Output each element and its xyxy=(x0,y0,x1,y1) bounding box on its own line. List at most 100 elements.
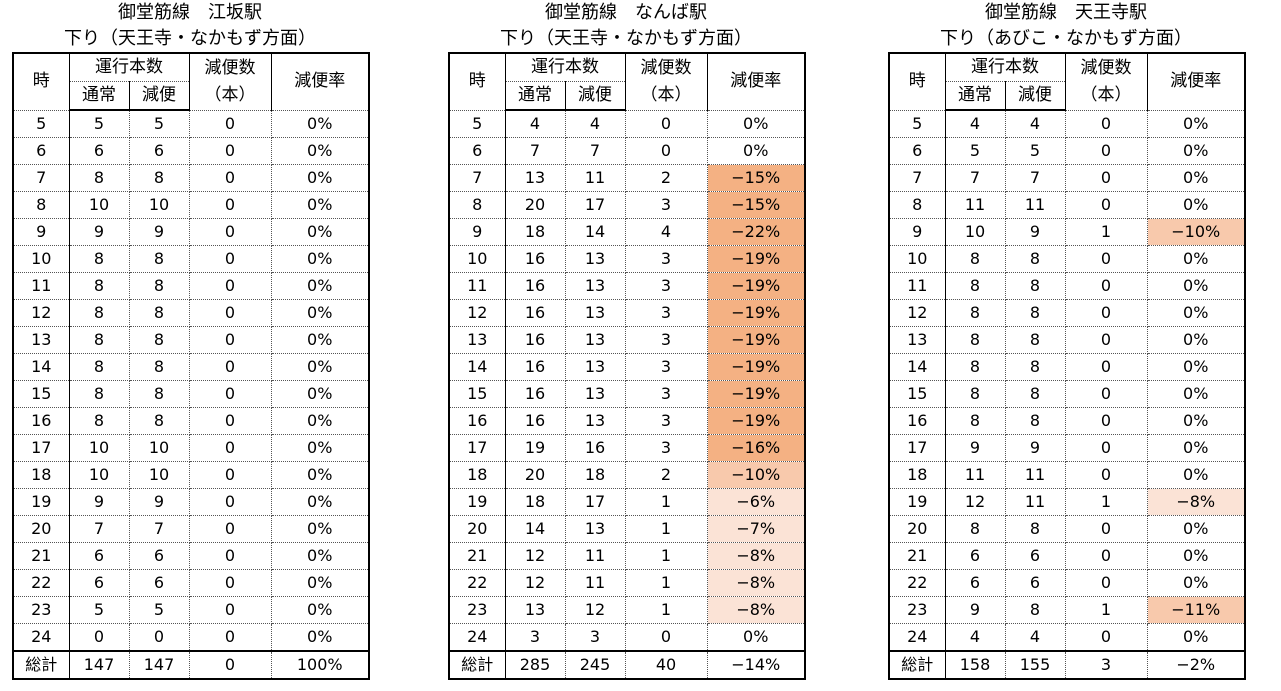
reduced-cell: 18 xyxy=(564,461,626,489)
total-row: 総計 147 147 0 100% xyxy=(12,650,370,680)
reduced-cell: 11 xyxy=(564,542,626,570)
table-row: 8 10 10 0 0% xyxy=(12,191,370,219)
reduced-cell: 16 xyxy=(564,434,626,462)
normal-cell: 8 xyxy=(68,164,130,192)
normal-cell: 6 xyxy=(68,137,130,165)
cut-rate-cell: 0% xyxy=(270,461,370,489)
reduced-cell: 13 xyxy=(564,353,626,381)
reduced-cell: 4 xyxy=(1004,109,1066,138)
hour-cell: 15 xyxy=(888,380,946,408)
normal-cell: 5 xyxy=(944,137,1006,165)
schedule-table: 時運行本数 減便数 （本） 減便率 通常 減便 5 4 4 0 0% 6 5 5 0 0% 7 7 7 0 0% 8 11 1… xyxy=(888,52,1246,680)
cut-rate-cell: 0% xyxy=(270,569,370,597)
hour-cell: 22 xyxy=(448,569,506,597)
normal-cell: 5 xyxy=(68,596,130,624)
reduced-header: 減便 xyxy=(1004,81,1066,111)
reduced-cell: 7 xyxy=(128,515,190,543)
cut-rate-cell: 0% xyxy=(270,380,370,408)
reduced-cell: 5 xyxy=(1004,137,1066,165)
normal-cell: 0 xyxy=(68,623,130,652)
cut-rate-cell: −8% xyxy=(1146,488,1246,516)
cut-count-cell: 4 xyxy=(624,218,708,246)
cut-rate-cell: 0% xyxy=(270,407,370,435)
hour-cell: 11 xyxy=(12,272,70,300)
reduced-cell: 8 xyxy=(128,353,190,381)
table-row: 12 16 13 3 −19% xyxy=(448,299,806,327)
hour-cell: 5 xyxy=(888,109,946,138)
reduced-cell: 6 xyxy=(1004,569,1066,597)
table-row: 14 8 8 0 0% xyxy=(888,353,1246,381)
cut-count-cell: 0 xyxy=(624,623,708,652)
normal-cell: 8 xyxy=(944,272,1006,300)
cut-rate-cell: −8% xyxy=(706,596,806,624)
hour-cell: 18 xyxy=(888,461,946,489)
total-row: 総計 285 245 40 −14% xyxy=(448,650,806,680)
table-row: 14 16 13 3 −19% xyxy=(448,353,806,381)
cut-rate-cell: 0% xyxy=(1146,407,1246,435)
hour-cell: 13 xyxy=(888,326,946,354)
hour-cell: 17 xyxy=(888,434,946,462)
normal-cell: 16 xyxy=(504,353,566,381)
total-label: 総計 xyxy=(12,650,70,680)
reduced-cell: 8 xyxy=(128,245,190,273)
cut-rate-cell: 0% xyxy=(1146,164,1246,192)
normal-cell: 6 xyxy=(944,569,1006,597)
reduced-cell: 8 xyxy=(1004,299,1066,327)
cut-rate-cell: −7% xyxy=(706,515,806,543)
hour-cell: 11 xyxy=(888,272,946,300)
reduced-cell: 6 xyxy=(128,569,190,597)
cut-count-cell: 0 xyxy=(1064,299,1148,327)
direction-title: 下り（天王寺・なかもず方面） xyxy=(500,28,752,49)
reduced-cell: 8 xyxy=(1004,596,1066,624)
normal-cell: 8 xyxy=(944,326,1006,354)
reduced-cell: 8 xyxy=(1004,407,1066,435)
cut-rate-cell: −15% xyxy=(706,164,806,192)
service-header: 運行本数 xyxy=(68,52,190,82)
cut-rate-cell: −19% xyxy=(706,326,806,354)
normal-cell: 16 xyxy=(504,380,566,408)
cut-count-cell: 1 xyxy=(1064,488,1148,516)
cut-count-cell: 2 xyxy=(624,164,708,192)
normal-cell: 18 xyxy=(504,488,566,516)
normal-cell: 13 xyxy=(504,596,566,624)
reduced-cell: 13 xyxy=(564,245,626,273)
cut-count-cell: 0 xyxy=(188,488,272,516)
cut-rate-header: 減便率 xyxy=(1146,52,1246,111)
hour-cell: 14 xyxy=(888,353,946,381)
reduced-cell: 5 xyxy=(128,596,190,624)
schedule-table: 時運行本数 減便数 （本） 減便率 通常 減便 5 5 5 0 0% 6 6 6 0 0% 7 8 8 0 0% 8 10 1… xyxy=(12,52,370,680)
reduced-cell: 6 xyxy=(1004,542,1066,570)
cut-count-cell: 3 xyxy=(624,407,708,435)
cut-rate-cell: 0% xyxy=(270,191,370,219)
cut-rate-cell: 0% xyxy=(270,434,370,462)
reduced-cell: 8 xyxy=(1004,326,1066,354)
cut-count-cell: 3 xyxy=(624,380,708,408)
table-row: 24 4 4 0 0% xyxy=(888,623,1246,652)
table-row: 22 12 11 1 −8% xyxy=(448,569,806,597)
table-row: 9 18 14 4 −22% xyxy=(448,218,806,246)
cut-count-header: 減便数 （本） xyxy=(1064,52,1148,111)
cut-count-cell: 1 xyxy=(1064,596,1148,624)
reduced-cell: 9 xyxy=(1004,218,1066,246)
total-cut-rate: −2% xyxy=(1146,650,1246,680)
normal-cell: 20 xyxy=(504,461,566,489)
cut-rate-cell: 0% xyxy=(1146,137,1246,165)
total-normal: 285 xyxy=(504,650,566,680)
hour-cell: 24 xyxy=(12,623,70,652)
hour-cell: 18 xyxy=(12,461,70,489)
cut-count-cell: 0 xyxy=(188,461,272,489)
hour-cell: 23 xyxy=(12,596,70,624)
normal-cell: 18 xyxy=(504,218,566,246)
normal-cell: 16 xyxy=(504,245,566,273)
cut-count-cell: 0 xyxy=(1064,623,1148,652)
cut-rate-cell: −19% xyxy=(706,407,806,435)
hour-cell: 13 xyxy=(12,326,70,354)
reduced-cell: 4 xyxy=(564,109,626,138)
hour-cell: 8 xyxy=(12,191,70,219)
table-row: 16 8 8 0 0% xyxy=(888,407,1246,435)
total-normal: 158 xyxy=(944,650,1006,680)
reduced-header: 減便 xyxy=(564,81,626,111)
table-row: 9 10 9 1 −10% xyxy=(888,218,1246,246)
reduced-header: 減便 xyxy=(128,81,190,111)
table-row: 11 8 8 0 0% xyxy=(888,272,1246,300)
